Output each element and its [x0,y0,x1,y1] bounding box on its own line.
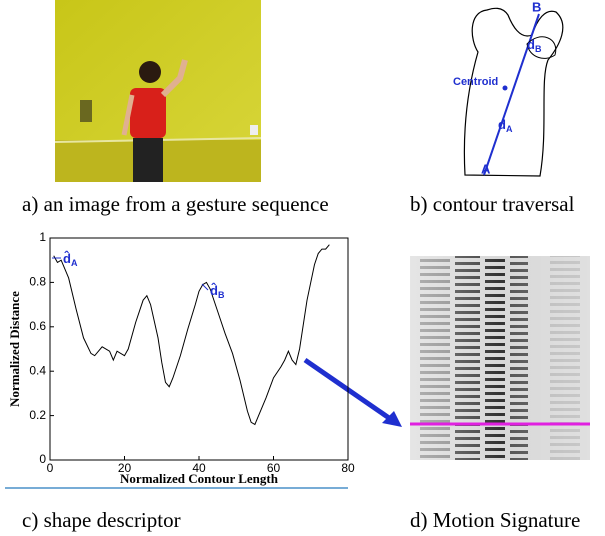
x-tick-label: 80 [341,461,355,475]
annotation-sub: A [71,258,78,268]
figure-canvas: B A Centroid dB dA a) an image from a ge… [0,0,605,536]
annotation-sub: B [218,290,225,300]
gesture-photo [55,0,261,182]
label-db-sub: B [535,44,542,54]
caption-d: d) Motion Signature [410,508,580,532]
label-da-base: d [498,117,506,132]
annotation-arrow [202,284,208,290]
annotation: d̂A [63,251,78,268]
annotation: d̂B [210,283,225,300]
label-a: A [481,161,491,176]
label-b: B [532,0,541,14]
y-tick-label: 0 [39,452,46,466]
descriptor-line [54,245,330,425]
caption-c: c) shape descriptor [22,508,181,532]
x-axis-label: Normalized Contour Length [120,471,279,486]
y-tick-label: 0.4 [29,363,46,377]
centroid-dot [503,86,508,91]
annotation-base: d̂ [63,251,71,266]
label-db: dB [527,37,542,54]
annotation-base: d̂ [210,283,218,298]
caption-a: a) an image from a gesture sequence [22,192,329,216]
caption-b: b) contour traversal [410,192,575,216]
label-da: dA [498,117,513,134]
x-tick-label: 0 [47,461,54,475]
label-da-sub: A [506,124,513,134]
y-axis-label: Normalized Distance [7,291,22,407]
contour [464,8,562,176]
figure: B A Centroid dB dA a) an image from a ge… [0,0,605,536]
y-tick-label: 0.8 [29,275,46,289]
plot-frame [50,238,348,460]
y-tick-label: 0.6 [29,319,46,333]
label-db-base: d [527,37,535,52]
y-tick-label: 0.2 [29,408,46,422]
label-centroid: Centroid [453,76,498,88]
y-tick-label: 1 [39,230,46,244]
